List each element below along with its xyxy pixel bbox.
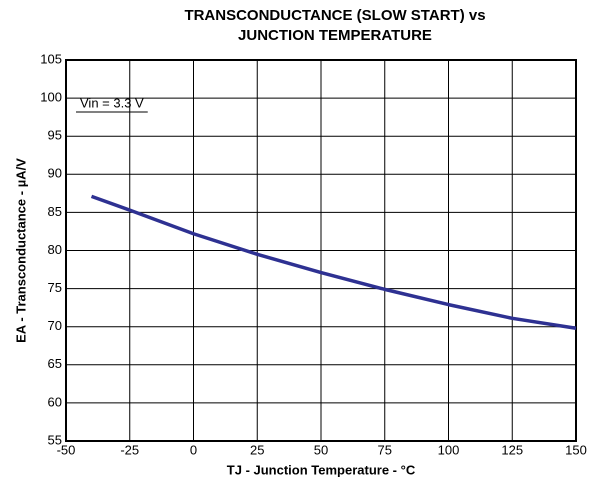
y-tick-label: 100 xyxy=(40,90,62,105)
y-tick-label: 85 xyxy=(48,204,62,219)
chart-title: JUNCTION TEMPERATURE xyxy=(238,27,432,44)
x-tick-label: 0 xyxy=(190,442,197,457)
y-tick-label: 70 xyxy=(48,318,62,333)
y-tick-label: 65 xyxy=(48,356,62,371)
y-tick-label: 105 xyxy=(40,51,62,66)
chart-title: TRANSCONDUCTANCE (SLOW START) vs xyxy=(184,7,485,24)
y-tick-label: 95 xyxy=(48,128,62,143)
plot-frame xyxy=(65,59,577,442)
y-tick-label: 75 xyxy=(48,280,62,295)
x-tick-label: -25 xyxy=(120,442,139,457)
x-tick-label: 125 xyxy=(501,442,523,457)
y-tick-label: 55 xyxy=(48,432,62,447)
x-tick-label: 50 xyxy=(314,442,328,457)
x-tick-label: 25 xyxy=(250,442,264,457)
annotation: Vin = 3.3 V xyxy=(80,95,144,110)
data-line xyxy=(90,194,577,330)
x-axis-label: TJ - Junction Temperature - °C xyxy=(227,462,416,477)
y-tick-label: 80 xyxy=(48,242,62,257)
y-axis-label: EA - Transconductance - µA/V xyxy=(13,158,28,343)
y-tick-label: 90 xyxy=(48,166,62,181)
y-tick-label: 60 xyxy=(48,394,62,409)
x-tick-label: 150 xyxy=(565,442,587,457)
x-tick-label: -50 xyxy=(57,442,76,457)
x-tick-label: 100 xyxy=(438,442,460,457)
x-tick-label: 75 xyxy=(378,442,392,457)
